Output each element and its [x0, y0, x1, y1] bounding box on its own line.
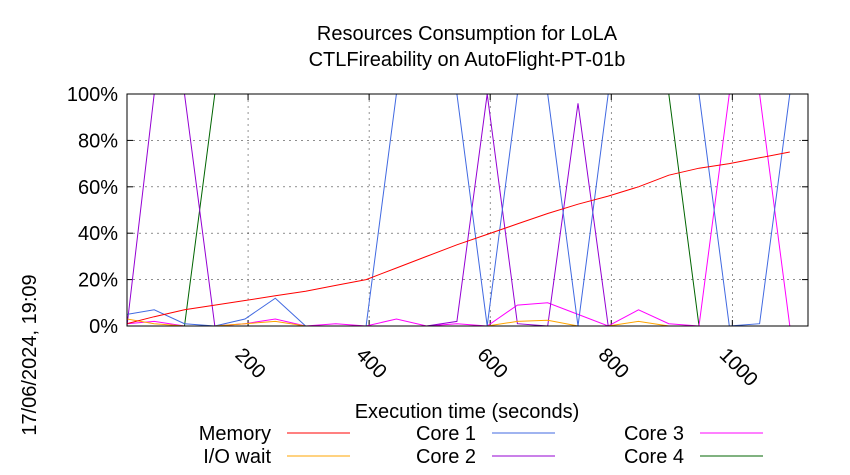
x-axis-label: Execution time (seconds): [355, 401, 580, 423]
series-lines: [126, 93, 791, 327]
series-line-core-3: [126, 93, 791, 327]
series-line-memory: [126, 151, 790, 325]
legend-label-core-3: Core 3: [624, 423, 684, 445]
series-line-core-4: [127, 93, 790, 327]
chart-subtitle: CTLFireability on AutoFlight-PT-01b: [309, 49, 626, 71]
legend-label-core-1: Core 1: [416, 423, 476, 445]
x-tick-label: 600: [473, 344, 512, 383]
x-tick-label: 200: [231, 344, 270, 383]
chart-title: Resources Consumption for LoLA: [317, 23, 618, 45]
x-tick-label: 400: [352, 344, 391, 383]
series-line-core-2: [126, 93, 790, 327]
legend-label-core-2: Core 2: [416, 446, 476, 468]
y-tick-label: 100%: [67, 84, 118, 106]
x-tick-label: 800: [594, 344, 633, 383]
legend-label-memory: Memory: [199, 423, 271, 445]
y-axis-ticks: 0% 20% 40% 60% 80% 100%: [67, 84, 808, 338]
legend-label-core-4: Core 4: [624, 446, 684, 468]
y-tick-label: 0%: [89, 316, 118, 338]
y-tick-label: 20%: [78, 270, 118, 292]
legend-label-i-o-wait: I/O wait: [203, 446, 271, 468]
y-tick-label: 40%: [78, 223, 118, 245]
plot-frame: [126, 93, 809, 327]
side-timestamp: 17/06/2024, 19:09: [19, 274, 41, 435]
series-line-core-1: [126, 93, 791, 327]
grid-lines: [127, 94, 808, 326]
y-tick-label: 60%: [78, 177, 118, 199]
x-axis-ticks: 200 400 600 800 1000: [231, 94, 762, 391]
x-tick-label: 1000: [715, 344, 762, 391]
y-tick-label: 80%: [78, 130, 118, 152]
